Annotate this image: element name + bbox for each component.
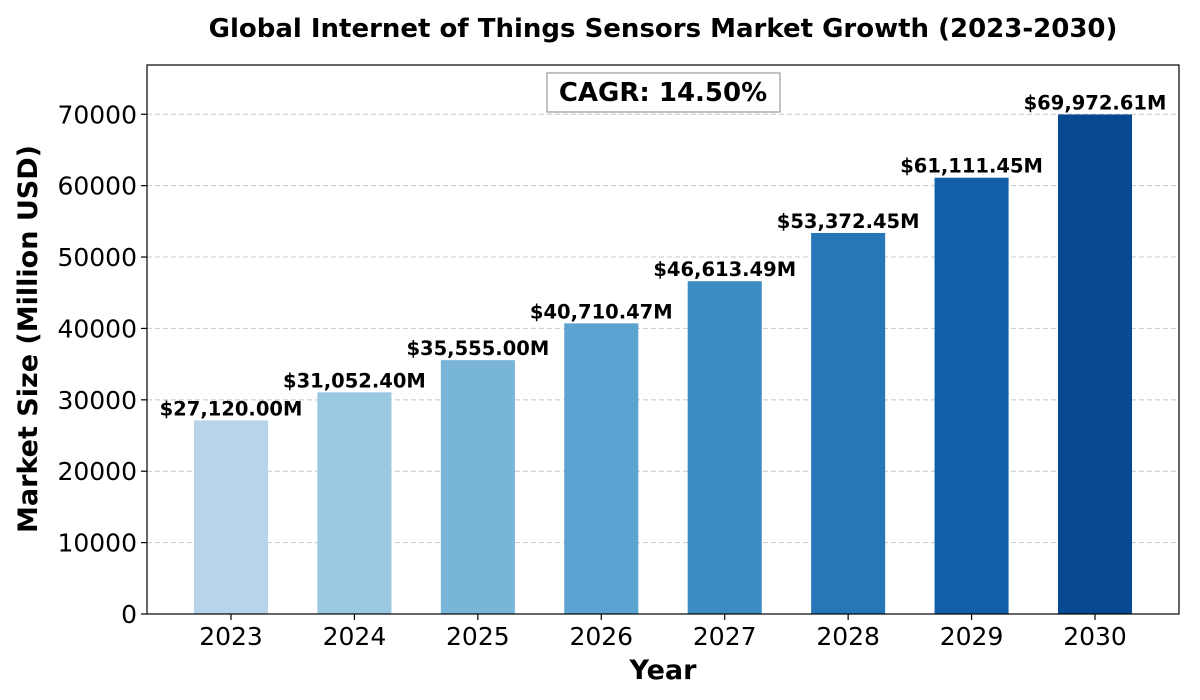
y-tick-label: 20000 xyxy=(57,457,137,486)
bar-2024 xyxy=(317,392,392,614)
bar-2030 xyxy=(1057,114,1133,614)
y-tick-label: 0 xyxy=(121,600,137,629)
x-axis-ticks: 2023 2024 2025 2026 2027 2028 2029 2030 xyxy=(199,614,1127,651)
cagr-annotation-box xyxy=(546,72,781,113)
data-labels: $27,120.00M $31,052.40M $35,555.00M $40,710… xyxy=(160,91,1167,420)
cagr-annotation-text: CAGR: 14.50% xyxy=(559,78,767,108)
data-label-2025: $35,555.00M xyxy=(406,337,549,360)
y-tick-label: 70000 xyxy=(57,100,137,129)
data-label-2026: $40,710.47M xyxy=(530,300,673,323)
bar-2025 xyxy=(440,360,515,614)
y-tick-label: 60000 xyxy=(57,172,137,201)
y-tick-label: 40000 xyxy=(57,314,137,343)
cagr-annotation: CAGR: 14.50% xyxy=(546,72,781,113)
data-label-2027: $46,613.49M xyxy=(653,258,796,281)
y-tick-label: 30000 xyxy=(57,386,137,415)
x-tick-label: 2025 xyxy=(446,622,510,651)
bar-2027 xyxy=(687,281,762,614)
data-label-2023: $27,120.00M xyxy=(160,397,303,420)
bar-2028 xyxy=(811,232,886,615)
x-tick-label: 2028 xyxy=(816,622,880,651)
bar-2026 xyxy=(564,323,639,614)
y-tick-label: 50000 xyxy=(57,243,137,272)
data-label-2029: $61,111.45M xyxy=(900,155,1043,178)
data-label-2030: $69,972.61M xyxy=(1024,91,1167,114)
x-tick-label: 2026 xyxy=(569,622,633,651)
chart-title: Global Internet of Things Sensors Market… xyxy=(209,14,1118,44)
gridlines xyxy=(147,113,1179,615)
data-label-2028: $53,372.45M xyxy=(777,210,920,233)
x-tick-label: 2027 xyxy=(693,622,757,651)
y-tick-label: 10000 xyxy=(57,529,137,558)
y-axis-ticks: 0 10000 20000 30000 40000 50000 60000 70000 xyxy=(57,100,147,629)
x-tick-label: 2030 xyxy=(1063,622,1127,651)
x-axis-label: Year xyxy=(629,655,698,686)
y-axis-label: Market Size (Million USD) xyxy=(13,145,44,533)
x-tick-label: 2024 xyxy=(323,622,387,651)
bar-2029 xyxy=(934,177,1009,615)
data-label-2024: $31,052.40M xyxy=(283,369,426,392)
bar-2023 xyxy=(193,420,269,614)
bars xyxy=(193,114,1133,615)
x-tick-label: 2023 xyxy=(199,622,263,651)
plot-frame xyxy=(146,64,1180,615)
x-tick-label: 2029 xyxy=(940,622,1004,651)
